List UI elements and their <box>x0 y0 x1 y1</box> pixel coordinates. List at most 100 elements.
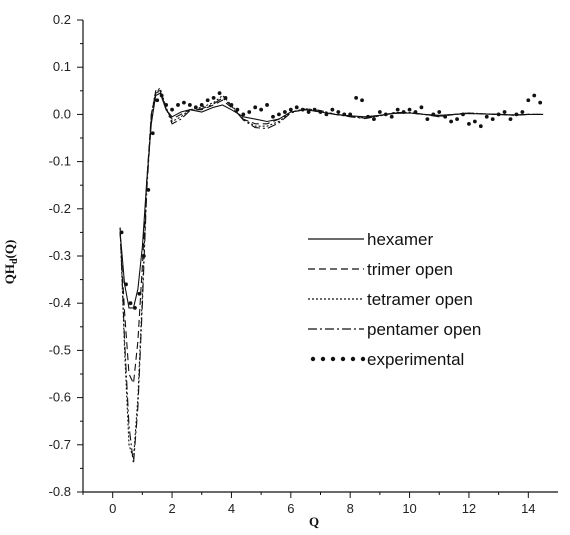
data-point <box>288 107 293 112</box>
data-point <box>253 105 258 110</box>
y-axis-title-main: QH <box>2 264 17 284</box>
x-tick-label: 2 <box>168 501 175 516</box>
x-tick-label: 14 <box>521 501 535 516</box>
data-point <box>472 119 477 124</box>
x-tick-label: 4 <box>228 501 235 516</box>
data-point <box>312 107 317 112</box>
data-point <box>235 107 240 112</box>
y-tick-label: -0.7 <box>49 437 71 452</box>
y-tick-label: -0.1 <box>49 154 71 169</box>
data-point <box>532 93 537 98</box>
data-point <box>413 110 418 114</box>
data-point <box>407 107 412 112</box>
y-axis-title-tail: (Q) <box>2 240 17 259</box>
data-point <box>155 98 160 103</box>
data-point <box>318 110 323 114</box>
data-point <box>366 114 370 119</box>
y-tick-label: -0.6 <box>49 390 71 405</box>
data-point <box>146 188 151 192</box>
data-point <box>277 112 281 117</box>
data-point <box>306 110 311 114</box>
data-point <box>484 114 489 119</box>
data-point <box>124 282 128 287</box>
legend-swatch-point <box>360 356 366 362</box>
data-point <box>159 93 164 98</box>
series-line <box>119 90 544 464</box>
legend-swatch-point <box>310 356 316 362</box>
data-point <box>455 117 459 122</box>
data-point <box>199 103 204 107</box>
data-point <box>141 254 146 258</box>
data-point <box>383 112 388 117</box>
plot-frame <box>82 20 558 493</box>
legend-swatch-point <box>320 356 326 362</box>
series-layer <box>119 87 544 464</box>
y-tick-label: -0.4 <box>49 295 71 310</box>
data-point <box>128 301 133 306</box>
data-point <box>508 117 513 122</box>
legend-item-experimental: experimental <box>310 350 464 369</box>
data-point <box>502 110 507 114</box>
data-point <box>449 119 454 124</box>
data-point <box>205 98 210 103</box>
data-point <box>211 95 216 100</box>
data-point <box>133 306 137 310</box>
data-point <box>478 124 483 129</box>
legend-label: experimental <box>367 350 464 369</box>
legend-item-pentamer-open: pentamer open <box>308 320 481 339</box>
legend-label: trimer open <box>367 260 453 279</box>
data-point <box>217 91 222 96</box>
data-point <box>324 112 329 117</box>
data-point <box>360 98 364 103</box>
data-point <box>514 112 519 117</box>
x-tick-label: 8 <box>347 501 354 516</box>
data-point <box>150 131 155 136</box>
data-point <box>342 112 347 117</box>
series-trimer-open <box>119 90 544 386</box>
y-axis-title: QHd(Q) <box>2 240 20 285</box>
data-point <box>282 110 287 114</box>
data-point <box>259 107 264 112</box>
legend-item-tetramer-open: tetramer open <box>308 290 473 309</box>
legend: hexamer trimer open tetramer open pentamer … <box>308 230 481 369</box>
series-tetramer-open <box>119 87 544 460</box>
data-point <box>443 114 448 119</box>
data-point <box>395 107 400 112</box>
y-tick-label: 0.0 <box>53 106 71 121</box>
y-tick-label: 0.2 <box>53 12 71 27</box>
x-axis-title: Q <box>309 514 319 529</box>
series-line <box>119 87 544 460</box>
data-point <box>241 112 246 117</box>
series-line <box>119 90 544 386</box>
data-point <box>461 112 465 117</box>
data-point <box>467 121 471 126</box>
y-axis-title-sub: d <box>9 258 20 264</box>
x-tick-label: 10 <box>402 501 416 516</box>
data-point <box>526 98 531 103</box>
data-point <box>490 117 495 122</box>
data-point <box>247 110 252 114</box>
data-point <box>193 105 198 110</box>
y-tick-label: -0.3 <box>49 248 71 263</box>
data-point <box>223 95 228 100</box>
data-point <box>187 103 192 107</box>
x-tick-label: 0 <box>109 501 116 516</box>
legend-label: hexamer <box>367 230 433 249</box>
data-point <box>330 107 335 112</box>
x-tick-label: 12 <box>462 501 476 516</box>
data-point <box>119 230 124 235</box>
y-axis-ticks: 0.2 0.1 0.0 -0.1 -0.2 -0.3 -0.4 -0.5 -0.6 -0.7 -0.… <box>49 12 83 499</box>
y-tick-label: -0.2 <box>49 201 71 216</box>
x-tick-label: 6 <box>287 501 294 516</box>
legend-swatch-point <box>330 356 336 362</box>
legend-label: pentamer open <box>367 320 481 339</box>
data-point <box>437 110 442 114</box>
legend-label: tetramer open <box>367 290 473 309</box>
data-point <box>348 112 353 117</box>
y-tick-label: 0.1 <box>53 59 71 74</box>
legend-swatch-point <box>340 356 346 362</box>
data-point <box>176 103 180 107</box>
data-point <box>425 117 430 122</box>
data-point <box>182 100 186 105</box>
